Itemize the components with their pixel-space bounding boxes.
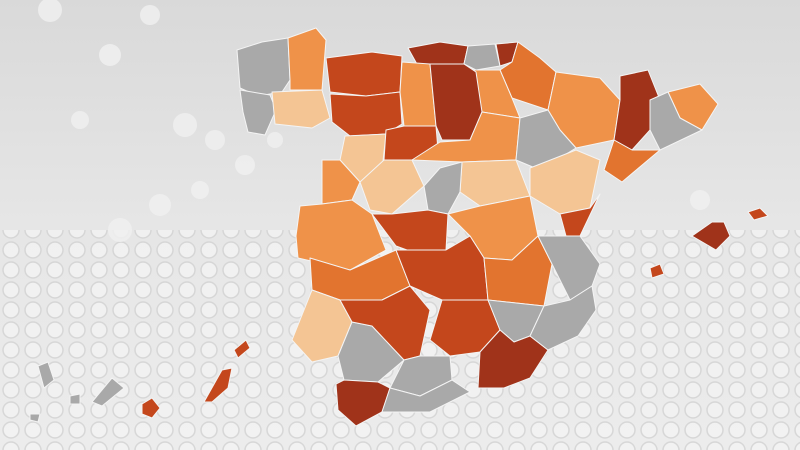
province [381, 379, 471, 413]
province [371, 209, 449, 255]
province [499, 41, 557, 111]
province [239, 89, 277, 136]
balearic-islands [649, 207, 769, 279]
province [559, 193, 601, 237]
island [233, 339, 251, 359]
province [321, 159, 361, 205]
province [515, 109, 577, 171]
province [287, 27, 327, 91]
island [91, 377, 125, 407]
province [429, 63, 483, 141]
province [603, 139, 661, 183]
canary-islands [29, 339, 251, 423]
province [649, 91, 703, 151]
island [649, 263, 665, 279]
province [271, 89, 331, 129]
province [295, 199, 387, 271]
province [463, 43, 501, 71]
island [29, 413, 41, 423]
background-bubbles [38, 0, 710, 242]
island [747, 207, 769, 221]
spain-provinces [236, 27, 719, 427]
province [529, 285, 597, 351]
island [141, 397, 161, 419]
island [37, 361, 55, 389]
province [236, 37, 291, 97]
province [537, 235, 601, 301]
province [613, 69, 661, 151]
island [203, 367, 233, 403]
island [691, 221, 731, 251]
island [69, 393, 81, 405]
province [325, 51, 403, 97]
